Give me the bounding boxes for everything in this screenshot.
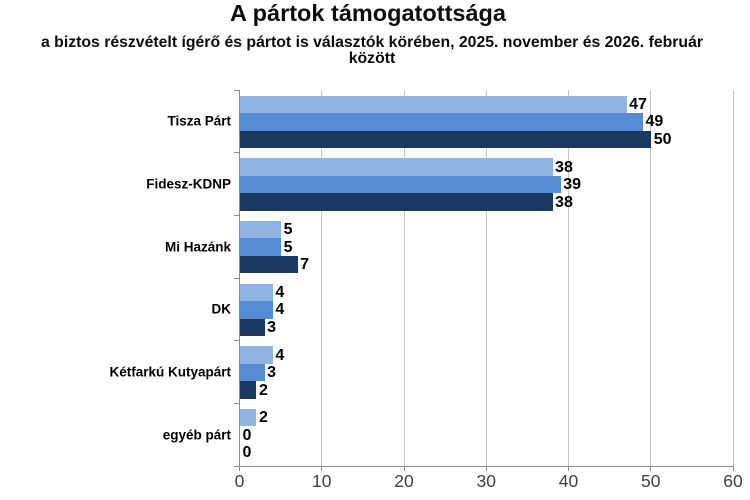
category-axis-tick bbox=[234, 277, 239, 279]
bar-value-label: 3 bbox=[267, 364, 277, 382]
bar bbox=[240, 158, 553, 176]
bar bbox=[240, 193, 553, 211]
value-axis-tick bbox=[650, 466, 652, 471]
bar-value-label: 38 bbox=[555, 193, 573, 211]
gridline bbox=[485, 90, 487, 466]
chart-title: A pártok támogatottsága bbox=[230, 0, 506, 26]
bar-value-label: 49 bbox=[645, 113, 664, 131]
category-axis-line bbox=[239, 90, 240, 466]
bar-value-label: 5 bbox=[283, 238, 293, 256]
bar-value-label: 2 bbox=[258, 409, 268, 427]
bar bbox=[240, 301, 273, 319]
value-axis-tick bbox=[568, 466, 569, 471]
bar-value-label: 7 bbox=[300, 256, 309, 274]
bar-value-label: 50 bbox=[653, 130, 672, 148]
category-label: egyéb párt bbox=[162, 426, 231, 442]
category-axis-tick bbox=[234, 152, 239, 154]
bar-value-label: 0 bbox=[242, 426, 252, 444]
value-axis-tick bbox=[321, 466, 323, 471]
category-axis-tick bbox=[234, 465, 239, 467]
value-axis-tick bbox=[732, 466, 734, 471]
bar bbox=[240, 255, 298, 274]
bar-value-label: 39 bbox=[563, 176, 582, 194]
value-axis-tick-label: 50 bbox=[641, 471, 661, 491]
plot-area: 47 49 50 38 39 38 5 5 7 4 4 3 4 3 2 2 0 0 bbox=[234, 89, 734, 471]
chart-subtitle: a biztos részvételt ígérő és pártot is v… bbox=[41, 33, 703, 68]
value-axis-tick-label: 40 bbox=[558, 471, 579, 491]
bar bbox=[240, 130, 652, 149]
value-axis-tick-label: 10 bbox=[312, 471, 332, 491]
bar-value-label: 3 bbox=[267, 318, 277, 336]
gridline bbox=[732, 90, 734, 466]
gridline bbox=[650, 90, 652, 466]
value-axis-tick-label: 60 bbox=[723, 471, 743, 491]
value-axis-tick-label: 20 bbox=[394, 471, 414, 491]
bar bbox=[240, 381, 257, 399]
bar-value-label: 4 bbox=[275, 301, 285, 319]
category-label: DK bbox=[211, 301, 232, 317]
category-axis-tick bbox=[234, 402, 239, 404]
category-label: Tisza Párt bbox=[167, 113, 231, 129]
bar bbox=[240, 346, 273, 364]
bar-value-label: 4 bbox=[275, 283, 285, 301]
value-axis-tick bbox=[403, 466, 405, 471]
bar bbox=[240, 175, 561, 194]
bar bbox=[240, 363, 265, 382]
bar-value-label: 4 bbox=[275, 346, 285, 364]
bar bbox=[240, 238, 282, 256]
bar-value-label: 47 bbox=[629, 95, 647, 113]
value-axis-tick bbox=[485, 466, 487, 471]
bar-value-label: 2 bbox=[258, 381, 268, 399]
category-axis-tick bbox=[234, 214, 239, 216]
bar bbox=[240, 220, 282, 239]
category-axis-tick bbox=[234, 89, 239, 91]
bar bbox=[240, 95, 627, 114]
bar-value-label: 38 bbox=[555, 158, 573, 176]
bar bbox=[240, 408, 257, 427]
value-axis-tick-label: 0 bbox=[234, 471, 245, 491]
category-axis-tick bbox=[234, 340, 239, 342]
bar-value-label: 5 bbox=[283, 221, 293, 239]
bar-value-label: 0 bbox=[242, 444, 252, 462]
bar bbox=[240, 283, 273, 302]
gridline bbox=[321, 90, 323, 466]
category-label: Mi Hazánk bbox=[164, 238, 231, 254]
gridline bbox=[568, 90, 569, 466]
gridline bbox=[403, 90, 405, 466]
value-axis-tick bbox=[239, 466, 240, 471]
bar bbox=[240, 318, 265, 337]
category-label: Kétfarkú Kutyapárt bbox=[109, 364, 231, 380]
category-label: Fidesz-KDNP bbox=[146, 176, 231, 192]
bar bbox=[240, 113, 644, 131]
value-axis-tick-label: 30 bbox=[476, 471, 496, 491]
